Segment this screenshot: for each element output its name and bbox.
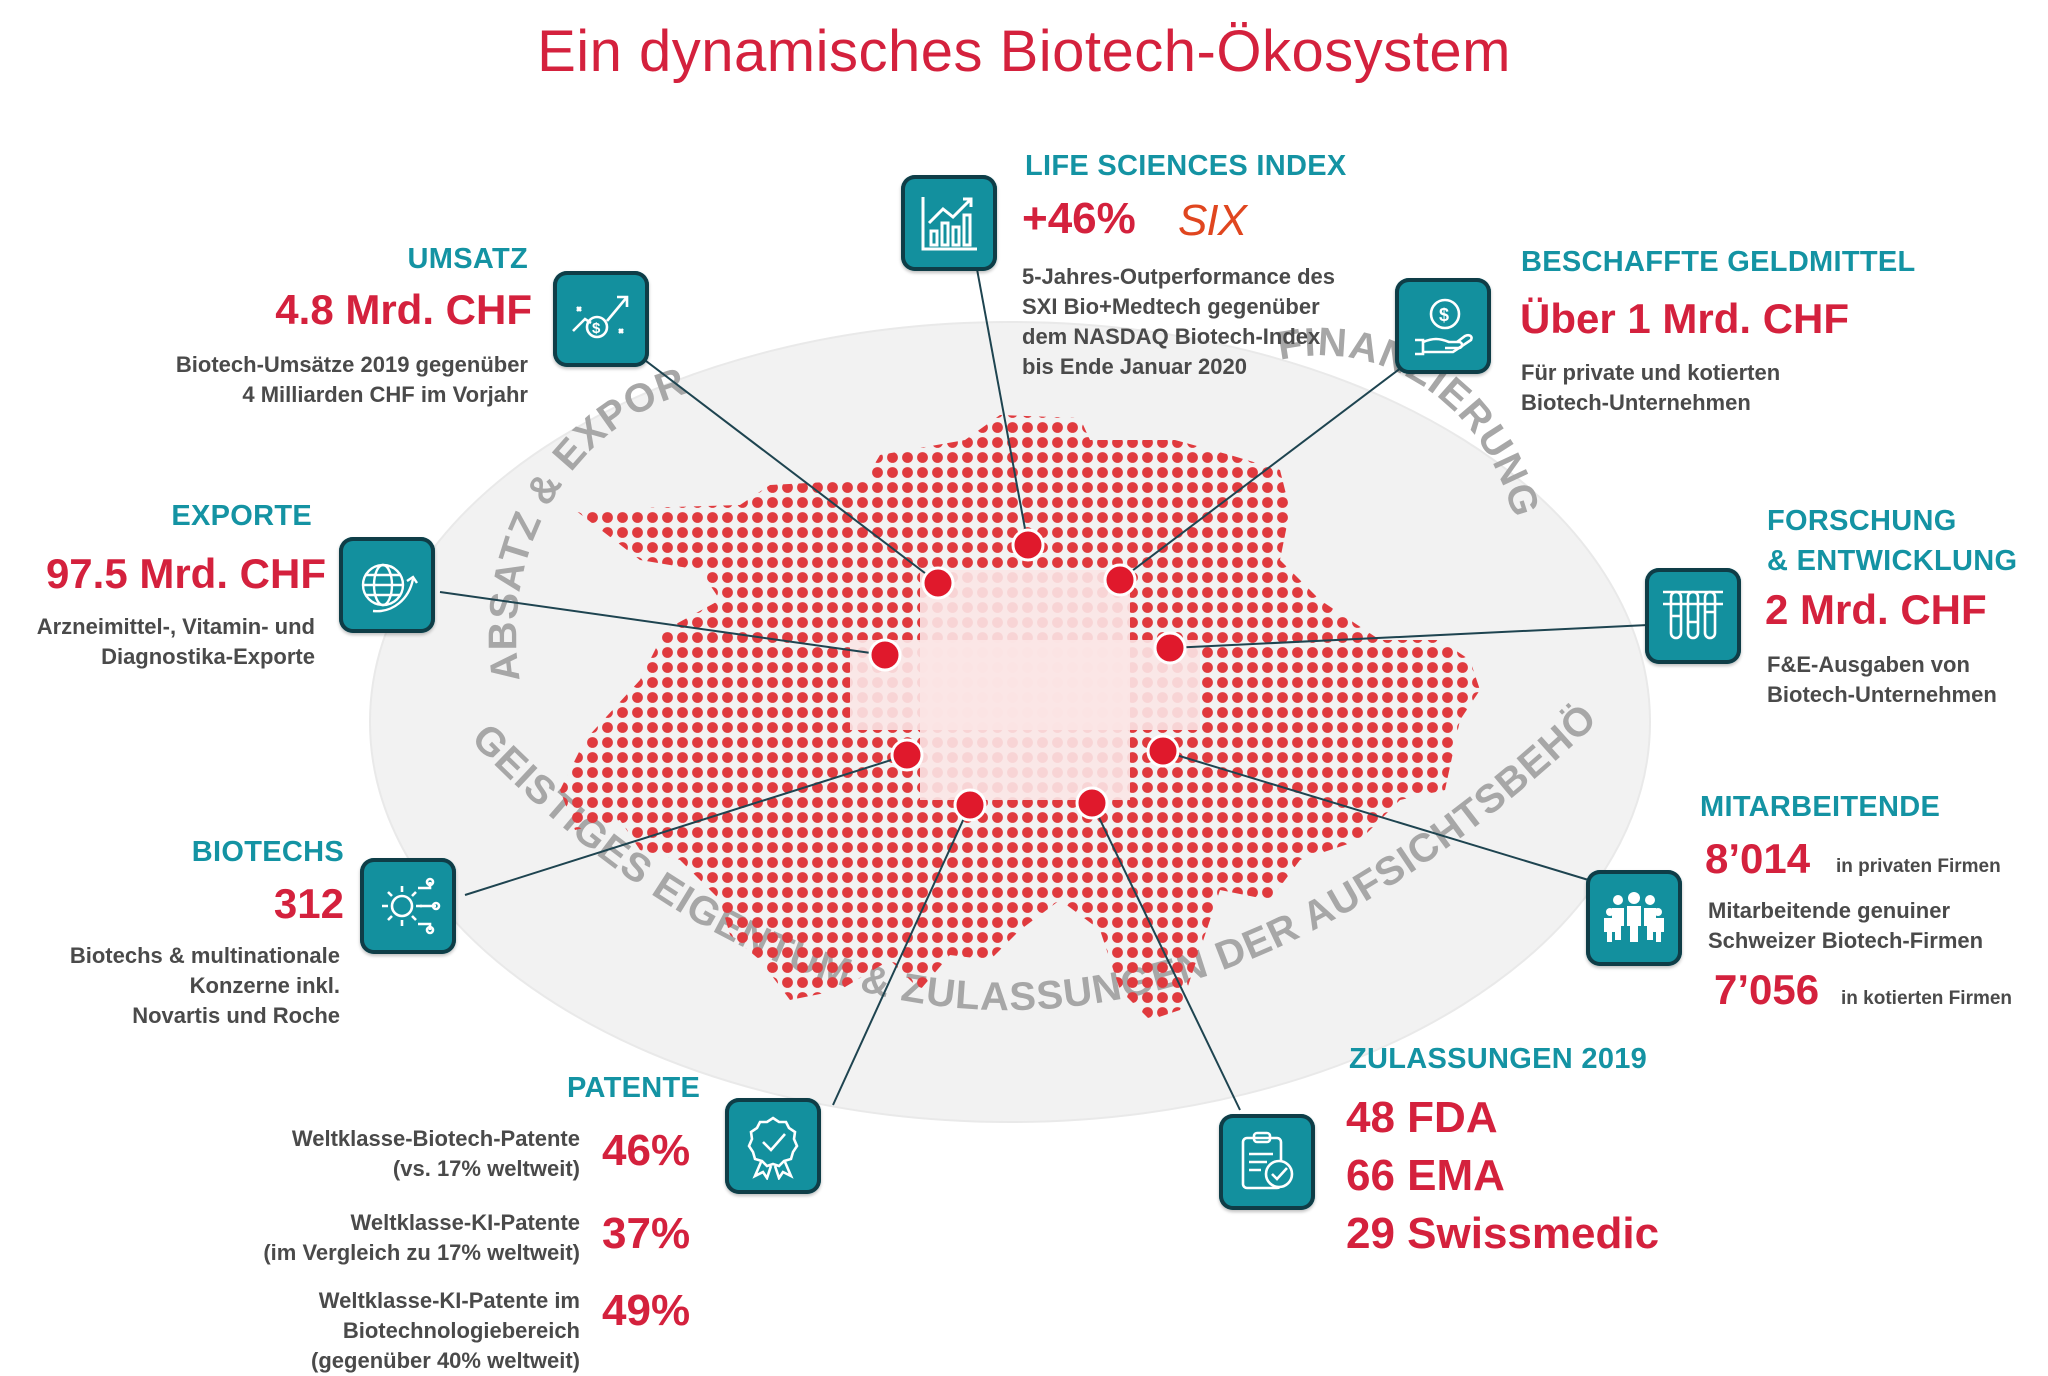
umsatz-desc: Biotech-Umsätze 2019 gegenüber 4 Milliar…	[0, 350, 528, 410]
patent-item-label: Weltklasse-KI-Patente im Biotechnologieb…	[0, 1286, 580, 1376]
geldmittel-heading: BESCHAFFTE GELDMITTEL	[1521, 246, 1916, 278]
test-tubes-icon	[1645, 568, 1741, 664]
map-markers	[868, 528, 1187, 822]
patente-heading: PATENTE	[567, 1072, 701, 1104]
patent-item-label: Weltklasse-KI-Patente (im Vergleich zu 1…	[0, 1208, 580, 1268]
money-hand-icon: $	[1395, 278, 1491, 374]
exporte-heading: EXPORTE	[171, 500, 312, 532]
gear-circuit-icon	[360, 858, 456, 954]
desc-line: Biotechs & multinationale	[69, 943, 340, 968]
geldmittel-desc: Für private und kotierten Biotech-Untern…	[1521, 358, 1780, 418]
globe-arrow-icon	[339, 537, 435, 633]
label-line: Biotechnologiebereich	[342, 1318, 580, 1343]
mitarbeitende-note-private: in privaten Firmen	[1836, 856, 2001, 877]
heading-line: FORSCHUNG	[1767, 505, 1957, 537]
umsatz-value: 4.8 Mrd. CHF	[275, 286, 532, 333]
desc-line: Diagnostika-Exporte	[101, 644, 315, 669]
swiss-cross-horizontal	[850, 640, 1200, 730]
heading-line: & ENTWICKLUNG	[1767, 545, 2018, 577]
desc-line: Arzneimittel-, Vitamin- und	[36, 614, 315, 639]
umsatz-heading: UMSATZ	[407, 243, 528, 275]
mitarbeitende-heading: MITARBEITENDE	[1700, 791, 1941, 823]
exporte-value: 97.5 Mrd. CHF	[45, 550, 326, 597]
desc-line: Für private und kotierten	[1521, 360, 1781, 385]
label-line: Weltklasse-KI-Patente im	[318, 1288, 580, 1313]
desc-line: Schweizer Biotech-Firmen	[1708, 928, 1984, 953]
forschung-desc: F&E-Ausgaben von Biotech-Unternehmen	[1767, 650, 1997, 710]
geldmittel-value: Über 1 Mrd. CHF	[1520, 295, 1850, 342]
patent-item-label: Weltklasse-Biotech-Patente (vs. 17% welt…	[0, 1124, 580, 1184]
biotechs-desc: Biotechs & multinationale Konzerne inkl.…	[0, 941, 340, 1031]
zulassungen-heading: ZULASSUNGEN 2019	[1349, 1043, 1648, 1075]
forschung-heading: FORSCHUNG & ENTWICKLUNG	[1767, 501, 2017, 581]
desc-line: SXI Bio+Medtech gegenüber	[1022, 294, 1320, 319]
mitarbeitende-desc: Mitarbeitende genuiner Schweizer Biotech…	[1708, 896, 1983, 956]
desc-line: Biotech-Unternehmen	[1521, 390, 1751, 415]
zulassungen-value: 66 EMA	[1346, 1151, 1505, 1200]
desc-line: 5-Jahres-Outperformance des	[1022, 264, 1335, 289]
desc-line: F&E-Ausgaben von	[1767, 652, 1970, 677]
patent-item-value: 37%	[602, 1209, 691, 1258]
forschung-value: 2 Mrd. CHF	[1765, 586, 1987, 633]
desc-line: Biotech-Unternehmen	[1767, 682, 1997, 707]
zulassungen-value: 48 FDA	[1346, 1093, 1498, 1142]
clipboard-check-icon	[1219, 1114, 1315, 1210]
desc-line: Biotech-Umsätze 2019 gegenüber	[175, 352, 528, 377]
label-line: Weltklasse-KI-Patente	[350, 1210, 580, 1235]
mitarbeitende-value-listed: 7’056	[1714, 966, 1820, 1013]
label-line: (vs. 17% weltweit)	[392, 1156, 580, 1181]
mitarbeitende-value-private: 8’014	[1705, 835, 1811, 882]
svg-text:$: $	[592, 320, 601, 337]
desc-line: 4 Milliarden CHF im Vorjahr	[242, 382, 528, 407]
svg-text:$: $	[1439, 305, 1449, 325]
revenue-growth-icon: $	[553, 271, 649, 367]
desc-line: Novartis und Roche	[132, 1003, 340, 1028]
desc-line: bis Ende Januar 2020	[1022, 354, 1247, 379]
patent-item-value: 49%	[602, 1286, 691, 1335]
life-sciences-value: +46%	[1022, 194, 1136, 243]
people-group-icon	[1586, 870, 1682, 966]
mitarbeitende-note-listed: in kotierten Firmen	[1841, 988, 2013, 1009]
biotechs-value: 312	[273, 880, 344, 927]
award-ribbon-icon	[725, 1098, 821, 1194]
zulassungen-value: 29 Swissmedic	[1346, 1209, 1660, 1258]
exporte-desc: Arzneimittel-, Vitamin- und Diagnostika-…	[0, 612, 315, 672]
life-sciences-heading: LIFE SCIENCES INDEX	[1025, 150, 1347, 182]
desc-line: Mitarbeitende genuiner	[1708, 898, 1951, 923]
label-line: Weltklasse-Biotech-Patente	[291, 1126, 580, 1151]
chart-up-icon	[901, 175, 997, 271]
desc-line: Konzerne inkl.	[189, 973, 340, 998]
life-sciences-desc: 5-Jahres-Outperformance des SXI Bio+Medt…	[1022, 262, 1335, 382]
six-logo: SIX	[1178, 196, 1247, 245]
patent-item-value: 46%	[602, 1126, 691, 1175]
biotechs-heading: BIOTECHS	[191, 836, 344, 868]
page-title: Ein dynamisches Biotech-Ökosystem	[537, 19, 1511, 84]
connector-lines	[439, 214, 1649, 1111]
label-line: (gegenüber 40% weltweit)	[311, 1348, 580, 1373]
desc-line: dem NASDAQ Biotech-Index	[1022, 324, 1321, 349]
label-line: (im Vergleich zu 17% weltweit)	[263, 1240, 580, 1265]
